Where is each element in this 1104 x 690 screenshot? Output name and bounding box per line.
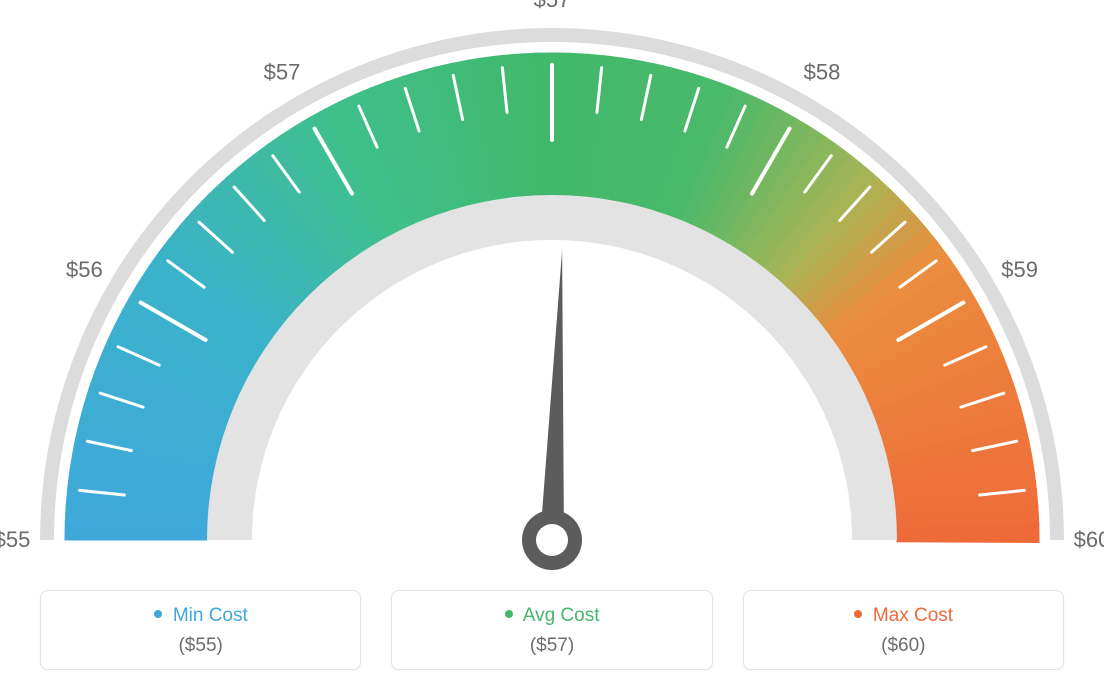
legend-value-max: ($60): [754, 635, 1053, 657]
svg-text:$56: $56: [66, 257, 103, 282]
svg-text:$58: $58: [804, 59, 841, 84]
svg-text:$55: $55: [0, 527, 30, 552]
legend-card-min: Min Cost ($55): [40, 590, 361, 670]
legend-title-avg: Avg Cost: [402, 605, 701, 627]
dot-icon: [154, 610, 162, 618]
svg-text:$60: $60: [1074, 527, 1104, 552]
legend-title-min: Min Cost: [51, 605, 350, 627]
legend-label: Min Cost: [173, 605, 248, 626]
svg-text:$59: $59: [1001, 257, 1038, 282]
dot-icon: [854, 610, 862, 618]
legend-label: Avg Cost: [523, 605, 600, 626]
legend-value-avg: ($57): [402, 635, 701, 657]
legend-value-min: ($55): [51, 635, 350, 657]
legend-card-max: Max Cost ($60): [743, 590, 1064, 670]
svg-text:$57: $57: [264, 59, 301, 84]
svg-text:$57: $57: [534, 0, 571, 12]
gauge-svg: $55 $56 $57 $57 $58 $59 $60: [0, 0, 1104, 570]
gauge-chart: $55 $56 $57 $57 $58 $59 $60: [0, 0, 1104, 570]
legend-label: Max Cost: [873, 605, 953, 626]
legend-card-avg: Avg Cost ($57): [391, 590, 712, 670]
legend-row: Min Cost ($55) Avg Cost ($57) Max Cost (…: [40, 590, 1064, 670]
dot-icon: [505, 610, 513, 618]
legend-title-max: Max Cost: [754, 605, 1053, 627]
